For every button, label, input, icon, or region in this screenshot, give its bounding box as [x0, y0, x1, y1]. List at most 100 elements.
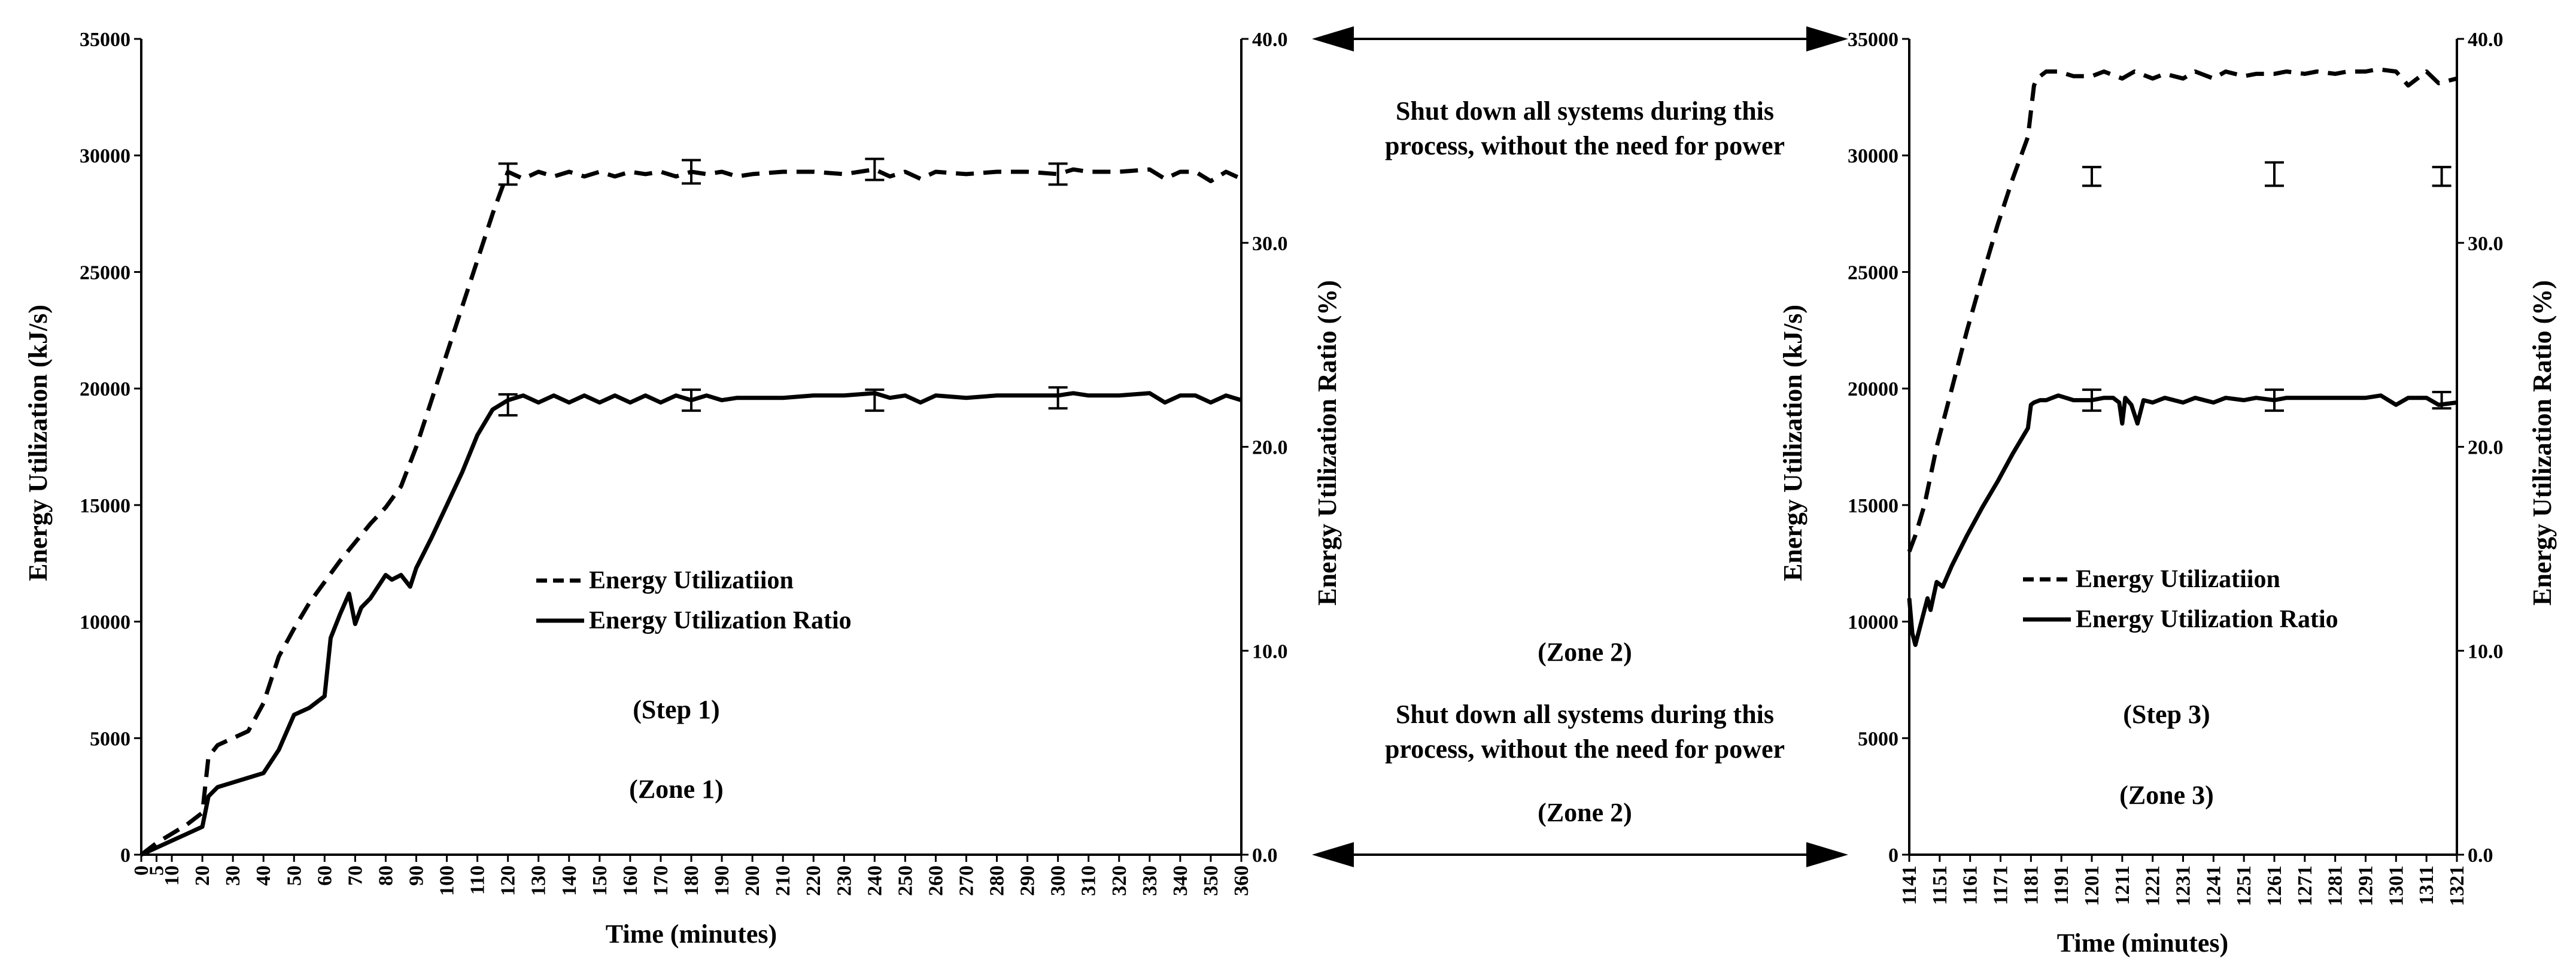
right-annotation-zone: (Zone 3) — [2119, 780, 2214, 810]
right-x-axis-title: Time (minutes) — [2057, 928, 2228, 958]
right-error-bar — [2082, 166, 2101, 187]
left-x-tick-label: 140 — [558, 865, 581, 896]
right-y-tick-label: 5000 — [1858, 728, 1898, 750]
left-legend-label-energy: Energy Utilizatiion — [589, 567, 794, 594]
left-y-tick-label: 20000 — [80, 378, 130, 400]
right-x-tick-label: 1211 — [2112, 865, 2134, 905]
middle-note-top-line1: Shut down all systems during this — [1396, 96, 1774, 126]
left-legend-label-ratio: Energy Utilization Ratio — [589, 607, 852, 634]
left-x-tick-label: 280 — [986, 865, 1008, 896]
bottom-arrow-left-head — [1312, 842, 1354, 867]
left-error-bar — [682, 159, 701, 185]
left-error-bar — [865, 157, 885, 181]
left-y2-tick-label: 10.0 — [1252, 640, 1288, 663]
left-x-tick-label: 200 — [742, 865, 764, 896]
left-x-tick-label: 130 — [528, 865, 550, 896]
left-y-tick-label: 10000 — [80, 612, 130, 634]
left-x-axis-title: Time (minutes) — [606, 919, 777, 949]
right-x-tick-label: 1241 — [2203, 865, 2225, 906]
right-y-tick-label: 30000 — [1848, 145, 1898, 168]
left-x-tick-label: 220 — [803, 865, 825, 896]
middle-note-bottom-line1: Shut down all systems during this — [1396, 700, 1774, 729]
right-x-tick-label: 1151 — [1929, 865, 1951, 905]
right-x-tick-label: 1161 — [1960, 865, 1982, 905]
left-x-tick-label: 80 — [375, 865, 397, 886]
right-x-tick-label: 1291 — [2355, 865, 2377, 906]
left-x-tick-label: 5 — [146, 865, 168, 876]
left-error-bars — [498, 157, 1068, 417]
right-chart: 0 5000 10000 15000 20000 25000 30000 35000 0.0 10… — [1778, 29, 2557, 958]
left-x-tick-label: 150 — [589, 865, 611, 896]
left-y2-tick-label: 40.0 — [1252, 29, 1288, 51]
right-y2-axis-title: Energy Utilization Ratio (%) — [2528, 280, 2557, 606]
right-x-tick-label: 1221 — [2142, 865, 2164, 906]
left-x-tick-label: 290 — [1017, 865, 1039, 896]
left-x-tick-label: 0 — [130, 865, 153, 876]
right-series-energy-utilization-line — [1907, 67, 2457, 552]
left-x-tick-label: 160 — [619, 865, 642, 896]
middle-note-bottom-line2: process, without the need for power — [1385, 734, 1785, 764]
left-x-tick-label: 90 — [406, 865, 428, 886]
left-x-tick-label: 300 — [1047, 865, 1070, 896]
right-error-bar — [2265, 161, 2284, 187]
left-x-tick-label: 360 — [1231, 865, 1253, 896]
right-y-tick-label: 25000 — [1848, 262, 1898, 284]
left-error-bar — [498, 162, 518, 186]
left-x-tick-label: 310 — [1078, 865, 1100, 896]
left-y2-axis-title: Energy Utilization Ratio (%) — [1313, 280, 1342, 606]
left-x-tick-label: 250 — [894, 865, 916, 896]
top-arrow-right-head — [1806, 26, 1848, 51]
left-y-axis-title: Energy Utilization (kJ/s) — [23, 305, 53, 581]
left-x-tick-label: 120 — [497, 865, 520, 896]
right-y2-tick-label: 10.0 — [2468, 640, 2504, 663]
left-x-tick-label: 320 — [1108, 865, 1131, 896]
right-x-tick-label: 1321 — [2446, 865, 2468, 906]
left-tick-labels: 0 5000 10000 15000 20000 25000 30000 35000 0.0 10… — [80, 29, 1288, 896]
left-x-tick-label: 30 — [222, 865, 244, 886]
left-x-tick-label: 60 — [314, 865, 336, 886]
left-x-tick-label: 230 — [833, 865, 855, 896]
left-x-tick-label: 20 — [192, 865, 214, 886]
left-x-tick-label: 210 — [772, 865, 794, 896]
left-annotation-step: (Step 1) — [633, 695, 719, 724]
right-error-bar — [2432, 166, 2452, 187]
right-y-tick-label: 15000 — [1848, 495, 1898, 517]
right-x-tick-label: 1141 — [1898, 865, 1921, 905]
left-x-tick-label: 170 — [650, 865, 672, 896]
left-series-energy-utilization-ratio-line — [140, 391, 1243, 857]
left-error-bar — [1048, 386, 1068, 410]
left-x-tick-label: 350 — [1200, 865, 1222, 896]
left-x-tick-label: 180 — [681, 865, 703, 896]
right-error-bar — [2432, 390, 2452, 410]
left-x-tick-label: 110 — [467, 865, 489, 895]
right-x-tick-label: 1201 — [2081, 865, 2103, 906]
right-error-bars — [2082, 161, 2452, 412]
left-y-tick-label: 25000 — [80, 262, 130, 284]
left-series-lines — [139, 167, 1243, 857]
right-x-tick-label: 1301 — [2385, 865, 2407, 906]
zone-2-middle-panel: Shut down all systems during this proces… — [1312, 26, 1848, 867]
right-x-tick-label: 1171 — [1990, 865, 2012, 905]
right-legend-label-ratio: Energy Utilization Ratio — [2076, 606, 2338, 633]
left-series-energy-utilization-line — [139, 167, 1243, 856]
right-legend: Energy Utilizatiion Energy Utilization R… — [2023, 566, 2338, 633]
right-y2-tick-label: 0.0 — [2468, 845, 2493, 867]
middle-note-top-line2: process, without the need for power — [1385, 131, 1785, 160]
right-series-lines — [1907, 67, 2457, 647]
left-x-tick-label: 330 — [1139, 865, 1161, 896]
left-x-tick-label: 50 — [283, 865, 305, 886]
bottom-arrow-right-head — [1806, 842, 1848, 867]
right-error-bar — [2082, 388, 2101, 412]
right-x-tick-label: 1281 — [2325, 865, 2347, 906]
left-x-tick-label: 40 — [253, 865, 275, 886]
right-x-tick-label: 1311 — [2416, 865, 2438, 905]
left-x-tick-label: 190 — [711, 865, 733, 896]
left-chart: 0 5000 10000 15000 20000 25000 30000 35000 0.0 10… — [23, 29, 1342, 949]
right-error-bar — [2265, 388, 2284, 412]
right-x-tick-label: 1271 — [2294, 865, 2316, 906]
right-x-tick-label: 1261 — [2264, 865, 2286, 906]
left-x-tick-label: 10 — [161, 865, 183, 886]
left-x-tick-label: 260 — [925, 865, 947, 896]
right-y-tick-label: 35000 — [1848, 29, 1898, 51]
right-y-tick-label: 20000 — [1848, 378, 1898, 400]
